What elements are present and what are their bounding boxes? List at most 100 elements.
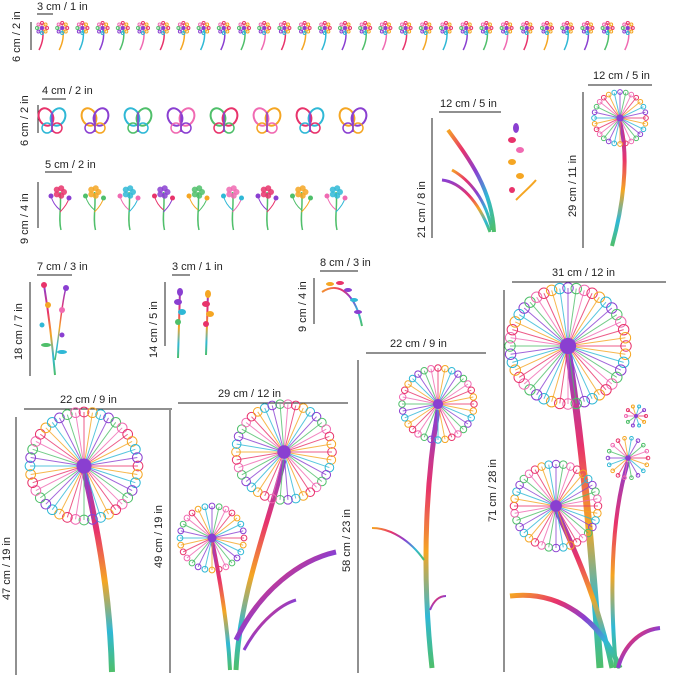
small-dandelion-icon — [115, 21, 130, 51]
dandelion-seed-head — [75, 21, 90, 35]
height-label: 9 cm / 4 in — [19, 193, 31, 244]
dandelion-seed-head — [257, 21, 272, 35]
small-dandelion-icon — [136, 21, 150, 51]
small-dandelion-icon — [55, 21, 70, 51]
small-dandelion-icon — [540, 21, 554, 51]
small-dandelion-icon — [196, 21, 211, 51]
dandelion-seed-head — [176, 502, 248, 574]
width-label: 22 cm / 9 in — [60, 394, 117, 406]
small-dandelion-icon — [237, 21, 251, 51]
height-label: 6 cm / 2 in — [11, 11, 23, 62]
small-dandelion-icon — [378, 21, 393, 51]
dandelion-seed-head — [519, 21, 534, 35]
set-fern-sprig: 8 cm / 3 in 9 cm / 4 in — [297, 257, 371, 332]
fern-sprig-icon — [321, 281, 363, 327]
wildflower-icon — [290, 185, 313, 231]
dandelion-icon — [371, 364, 478, 669]
height-label: 49 cm / 19 in — [153, 505, 165, 568]
height-label: 14 cm / 5 in — [148, 301, 160, 358]
small-dandelion-icon — [580, 21, 595, 51]
height-label: 21 cm / 8 in — [416, 181, 428, 238]
small-dandelion-icon — [297, 21, 312, 51]
small-dandelion-icon — [358, 21, 373, 51]
dandelion-icon — [24, 406, 144, 673]
small-dandelion-icon — [216, 21, 231, 51]
dandelion-seed-head — [605, 436, 651, 480]
small-dandelion-icon — [35, 21, 49, 51]
width-label: 5 cm / 2 in — [45, 159, 96, 171]
height-label: 47 cm / 19 in — [1, 537, 13, 600]
butterfly-row — [37, 107, 368, 134]
small-dandelion-icon — [600, 21, 615, 51]
wildflower-row — [48, 185, 348, 231]
width-label: 4 cm / 2 in — [42, 85, 93, 97]
dandelion-icon — [591, 89, 649, 247]
small-dandelion-icon — [398, 21, 413, 51]
small-dandelion-icon — [277, 21, 292, 51]
dandelion-seed-head — [398, 364, 478, 444]
wildflower-icon — [83, 185, 106, 231]
wildflower-icon — [324, 185, 348, 231]
dandelion-seed-head — [600, 21, 615, 35]
dandelion-pair-icon — [176, 399, 337, 671]
dandelion-seed-head — [509, 459, 603, 553]
set-dandelion-22-47: 22 cm / 9 in 47 cm / 19 in — [1, 394, 172, 675]
butterfly-icon — [252, 107, 282, 134]
dandelion-seed-head — [560, 21, 575, 35]
dandelion-seed-head — [317, 21, 332, 35]
dandelion-seed-head — [459, 21, 474, 35]
dandelion-seed-head — [277, 21, 292, 35]
butterfly-icon — [338, 107, 368, 134]
dandelion-seed-head — [378, 21, 393, 35]
width-label: 12 cm / 5 in — [593, 70, 650, 82]
width-label: 7 cm / 3 in — [37, 261, 88, 273]
dandelion-seed-head — [398, 21, 413, 35]
set-flower-sprig: 7 cm / 3 in 18 cm / 7 in — [13, 261, 88, 376]
dandelion-seed-head — [196, 21, 211, 35]
dandelion-seed-head — [24, 406, 144, 526]
dandelion-seed-head — [95, 21, 110, 35]
dandelion-seed-head — [624, 404, 648, 428]
width-label: 31 cm / 12 in — [552, 267, 615, 279]
small-dandelion-icon — [439, 21, 453, 51]
small-dandelion-icon — [560, 21, 575, 51]
small-dandelion-icon — [75, 21, 90, 51]
dandelion-seed-head — [358, 21, 373, 35]
set-grass-lavender: 12 cm / 5 in 21 cm / 8 in — [416, 98, 537, 238]
dandelion-seed-head — [580, 21, 595, 35]
small-dandelion-icon — [620, 21, 635, 51]
grass-lavender-icon — [441, 120, 537, 234]
height-label: 9 cm / 4 in — [297, 281, 309, 332]
wildflower-icon — [221, 185, 244, 231]
dandelion-seed-head — [136, 21, 150, 35]
dandelion-seed-head — [338, 21, 352, 35]
butterfly-icon — [37, 107, 67, 134]
small-dandelion-icon — [459, 21, 474, 51]
dandelion-seed-head — [540, 21, 554, 35]
dandelion-seed-head — [439, 21, 453, 35]
dandelion-seed-head — [156, 21, 171, 35]
width-label: 29 cm / 12 in — [218, 388, 281, 400]
small-dandelion-icon — [176, 21, 191, 51]
dandelion-cluster-icon — [504, 282, 661, 669]
width-label: 12 cm / 5 in — [440, 98, 497, 110]
set-dandelion-22-58: 22 cm / 9 in 58 cm / 23 in — [341, 338, 486, 673]
lavender-icon — [174, 288, 214, 359]
wildflower-icon — [255, 185, 279, 231]
small-dandelion-icon — [479, 21, 494, 51]
small-dandelion-icon — [519, 21, 534, 51]
wildflower-icon — [186, 185, 210, 231]
small-dandelion-icon — [95, 21, 110, 51]
set-wildflowers: 5 cm / 2 in 9 cm / 4 in — [19, 159, 348, 244]
dandelion-seed-head — [231, 399, 337, 505]
width-label: 3 cm / 1 in — [37, 1, 88, 13]
dandelion-seed-head — [591, 89, 649, 147]
small-dandelion-icon — [156, 21, 171, 51]
height-label: 71 cm / 28 in — [487, 459, 499, 522]
dandelion-seed-head — [237, 21, 251, 35]
width-label: 3 cm / 1 in — [172, 261, 223, 273]
set-dandelion-29-49: 29 cm / 12 in 49 cm / 19 in — [153, 388, 348, 673]
dandelion-seed-head — [115, 21, 130, 35]
set-single-dandelion: 12 cm / 5 in 29 cm / 11 in — [567, 70, 652, 248]
